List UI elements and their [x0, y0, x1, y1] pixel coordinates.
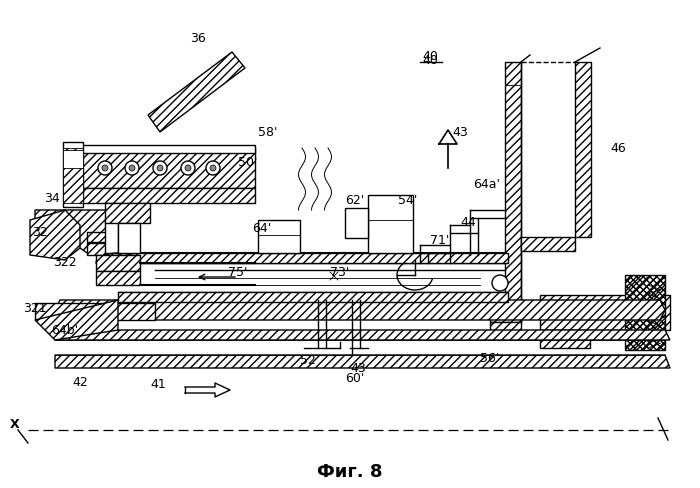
- Text: 62': 62': [345, 194, 365, 206]
- Text: 44: 44: [460, 216, 476, 228]
- Bar: [625, 275, 665, 350]
- Text: 50': 50': [238, 157, 258, 169]
- Circle shape: [185, 165, 191, 171]
- Text: 43: 43: [452, 126, 468, 140]
- Polygon shape: [30, 210, 80, 260]
- Text: Фиг. 8: Фиг. 8: [317, 463, 383, 481]
- Bar: [80, 148, 255, 188]
- Text: 64': 64': [253, 222, 272, 235]
- Circle shape: [153, 161, 167, 175]
- Circle shape: [206, 161, 220, 175]
- Bar: [87, 243, 118, 255]
- Bar: [96, 271, 140, 285]
- Bar: [490, 322, 521, 332]
- Text: 322: 322: [53, 257, 77, 269]
- Bar: [105, 220, 118, 253]
- Text: X: X: [10, 419, 20, 431]
- Text: 54': 54': [398, 194, 418, 206]
- Circle shape: [129, 165, 135, 171]
- Bar: [521, 237, 575, 251]
- Circle shape: [210, 165, 216, 171]
- Bar: [80, 145, 255, 153]
- Text: 64a': 64a': [473, 179, 500, 191]
- Bar: [63, 150, 83, 168]
- Bar: [105, 203, 150, 223]
- Polygon shape: [35, 210, 118, 255]
- Bar: [368, 195, 413, 253]
- Text: 60': 60': [345, 371, 365, 385]
- Text: 36: 36: [190, 32, 206, 44]
- Bar: [540, 330, 590, 348]
- Text: 64b': 64b': [51, 324, 78, 337]
- Bar: [118, 292, 508, 302]
- Bar: [87, 232, 118, 242]
- Circle shape: [98, 161, 112, 175]
- Text: 52: 52: [300, 353, 316, 366]
- Text: 40: 40: [422, 54, 438, 66]
- Circle shape: [181, 161, 195, 175]
- Text: 58': 58': [258, 126, 278, 140]
- Circle shape: [157, 165, 163, 171]
- Text: 34: 34: [44, 191, 60, 204]
- Polygon shape: [55, 330, 670, 340]
- Polygon shape: [55, 300, 665, 320]
- Text: 73': 73': [330, 265, 350, 279]
- Bar: [625, 275, 665, 350]
- Text: 41: 41: [150, 379, 166, 391]
- Circle shape: [492, 275, 508, 291]
- Bar: [118, 253, 508, 263]
- Text: 43: 43: [350, 362, 366, 374]
- Text: 40: 40: [422, 50, 438, 63]
- Text: 71': 71': [430, 233, 449, 246]
- Circle shape: [102, 165, 108, 171]
- Polygon shape: [35, 303, 155, 320]
- Text: 46: 46: [610, 142, 626, 155]
- Circle shape: [125, 161, 139, 175]
- Bar: [80, 188, 255, 203]
- Bar: [258, 220, 300, 253]
- Bar: [490, 308, 521, 322]
- Bar: [345, 208, 368, 238]
- Text: 75': 75': [228, 265, 248, 279]
- Bar: [118, 223, 140, 253]
- Bar: [96, 255, 140, 271]
- Polygon shape: [35, 300, 118, 340]
- Bar: [575, 62, 591, 237]
- Text: 32: 32: [32, 226, 48, 240]
- Text: 56': 56': [480, 351, 500, 365]
- Polygon shape: [55, 355, 670, 368]
- Text: 321: 321: [23, 302, 47, 314]
- Bar: [63, 148, 83, 203]
- Bar: [63, 142, 83, 207]
- Bar: [505, 62, 521, 322]
- Bar: [540, 295, 670, 330]
- Polygon shape: [148, 52, 245, 132]
- Text: 42: 42: [72, 375, 88, 388]
